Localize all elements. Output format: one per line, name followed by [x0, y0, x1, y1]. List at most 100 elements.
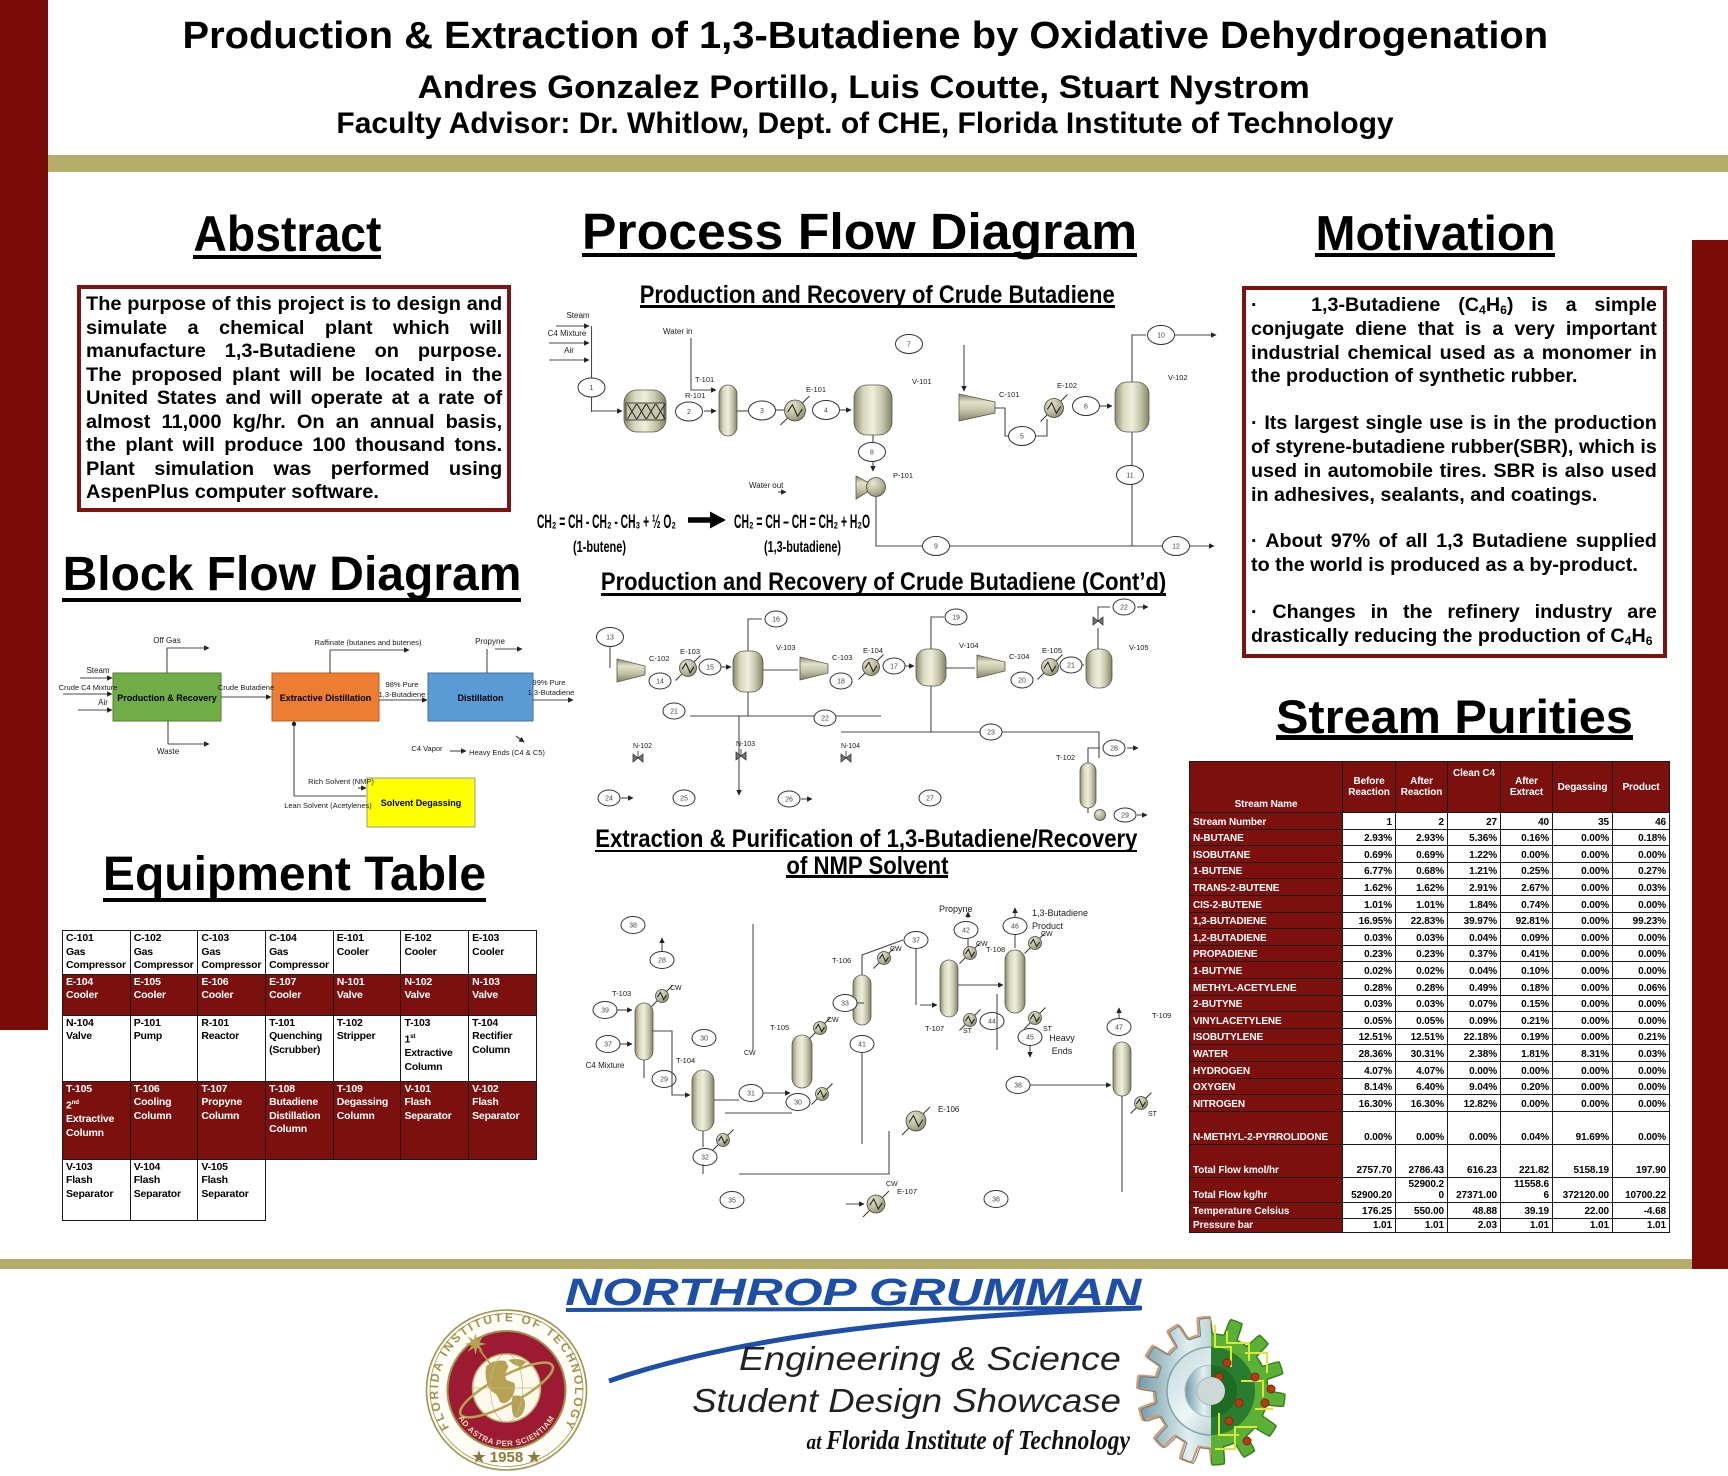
svg-text:P-101: P-101 [893, 471, 913, 480]
svg-text:CH₂ = CH – CH = CH₂ + H₂O: CH₂ = CH – CH = CH₂ + H₂O [734, 512, 870, 533]
svg-text:V-102: V-102 [1168, 373, 1188, 382]
svg-text:C-103: C-103 [832, 653, 852, 662]
svg-text:39: 39 [601, 1008, 609, 1015]
svg-text:7: 7 [907, 342, 911, 349]
svg-text:47: 47 [1115, 1025, 1123, 1032]
svg-text:CW: CW [886, 1181, 898, 1188]
svg-text:99% Pure: 99% Pure [533, 678, 566, 687]
svg-text:C-101: C-101 [999, 390, 1019, 399]
svg-text:Heavy Ends (C4 & C5): Heavy Ends (C4 & C5) [469, 748, 545, 757]
svg-text:24: 24 [605, 796, 613, 803]
svg-text:1,3-Butadiene: 1,3-Butadiene [379, 690, 426, 699]
svg-text:18: 18 [837, 679, 845, 686]
svg-text:T-107: T-107 [925, 1024, 944, 1033]
svg-text:Propyne: Propyne [939, 904, 973, 914]
svg-text:R-101: R-101 [685, 391, 705, 400]
svg-text:37: 37 [912, 938, 920, 945]
svg-text:CW: CW [744, 1050, 756, 1057]
svg-text:Waste: Waste [157, 747, 180, 756]
svg-text:27: 27 [926, 796, 934, 803]
svg-text:E-102: E-102 [1057, 381, 1077, 390]
svg-text:CW: CW [827, 1017, 839, 1024]
svg-text:44: 44 [988, 1019, 996, 1026]
svg-text:1,3-Butadiene: 1,3-Butadiene [528, 688, 575, 697]
svg-text:Crude C4 Mixture: Crude C4 Mixture [59, 683, 118, 692]
svg-text:Propyne: Propyne [475, 637, 505, 646]
svg-text:35: 35 [728, 1198, 736, 1205]
svg-text:C4 Mixture: C4 Mixture [586, 1061, 625, 1070]
svg-text:20: 20 [1018, 678, 1026, 685]
svg-text:Water out: Water out [749, 481, 784, 490]
svg-text:V-104: V-104 [959, 641, 979, 650]
svg-text:T-104: T-104 [676, 1056, 695, 1065]
svg-text:1,3-Butadiene: 1,3-Butadiene [1032, 908, 1088, 918]
svg-text:Product: Product [1032, 921, 1064, 931]
svg-text:15: 15 [706, 665, 714, 672]
svg-text:(1-butene): (1-butene) [573, 539, 626, 556]
svg-text:29: 29 [1121, 813, 1129, 820]
svg-text:V-103: V-103 [776, 643, 796, 652]
svg-text:28: 28 [658, 958, 666, 965]
svg-text:17: 17 [890, 664, 898, 671]
svg-text:Off Gas: Off Gas [153, 636, 180, 645]
svg-text:30: 30 [794, 1100, 802, 1107]
svg-text:Air: Air [564, 346, 574, 355]
svg-text:CW: CW [890, 946, 902, 953]
svg-text:12: 12 [1172, 544, 1180, 551]
svg-text:38: 38 [1014, 1083, 1022, 1090]
svg-text:Distillation: Distillation [457, 693, 503, 703]
svg-text:6: 6 [1084, 404, 1088, 411]
svg-text:T-106: T-106 [832, 956, 851, 965]
svg-text:32: 32 [701, 1155, 709, 1162]
svg-text:CW: CW [1041, 931, 1053, 938]
svg-text:Heavy: Heavy [1049, 1033, 1075, 1043]
svg-text:3: 3 [760, 408, 764, 415]
svg-text:9: 9 [934, 544, 938, 551]
svg-text:36: 36 [992, 1197, 1000, 1204]
svg-text:Air: Air [98, 698, 108, 707]
svg-text:ST: ST [963, 1028, 973, 1035]
svg-text:Lean Solvent (Acetylenes): Lean Solvent (Acetylenes) [284, 801, 372, 810]
svg-text:19: 19 [952, 615, 960, 622]
svg-text:21: 21 [670, 709, 678, 716]
svg-text:8: 8 [870, 450, 874, 457]
svg-text:★ 1958 ★: ★ 1958 ★ [472, 1449, 541, 1466]
svg-text:Extractive Distillation: Extractive Distillation [280, 693, 372, 703]
svg-text:16: 16 [772, 617, 780, 624]
svg-text:5: 5 [1020, 434, 1024, 441]
svg-text:26: 26 [785, 797, 793, 804]
svg-text:37: 37 [604, 1042, 612, 1049]
svg-text:Steam: Steam [566, 311, 589, 320]
svg-text:ST: ST [1043, 1026, 1053, 1033]
svg-text:C4 Vapor: C4 Vapor [411, 744, 443, 753]
svg-text:T-102: T-102 [1056, 753, 1075, 762]
svg-text:Production & Recovery: Production & Recovery [117, 693, 217, 703]
svg-text:14: 14 [656, 679, 664, 686]
svg-text:2: 2 [687, 409, 691, 416]
svg-text:N-103: N-103 [736, 741, 755, 748]
svg-text:45: 45 [1026, 1035, 1034, 1042]
svg-text:N-102: N-102 [633, 743, 652, 750]
svg-text:46: 46 [1011, 924, 1019, 931]
svg-text:Water in: Water in [663, 327, 693, 336]
svg-text:21: 21 [1067, 663, 1075, 670]
svg-text:29: 29 [660, 1077, 668, 1084]
svg-text:30: 30 [700, 1036, 708, 1043]
svg-text:25: 25 [680, 796, 688, 803]
svg-text:CW: CW [670, 985, 682, 992]
svg-text:10: 10 [1157, 333, 1165, 340]
svg-text:Raffinate (butanes and butenes: Raffinate (butanes and butenes) [314, 638, 422, 647]
svg-text:28: 28 [1110, 746, 1118, 753]
svg-text:C-102: C-102 [649, 654, 669, 663]
svg-text:E-103: E-103 [680, 647, 700, 656]
svg-text:33: 33 [841, 1001, 849, 1008]
svg-text:23: 23 [987, 730, 995, 737]
svg-text:Solvent Degassing: Solvent Degassing [381, 798, 462, 808]
svg-text:E-101: E-101 [806, 385, 826, 394]
svg-text:E-105: E-105 [1042, 646, 1062, 655]
svg-text:4: 4 [824, 408, 828, 415]
svg-text:V-105: V-105 [1129, 643, 1149, 652]
svg-text:ST: ST [1148, 1111, 1158, 1118]
svg-text:C-104: C-104 [1009, 652, 1029, 661]
svg-text:11: 11 [1126, 473, 1133, 480]
